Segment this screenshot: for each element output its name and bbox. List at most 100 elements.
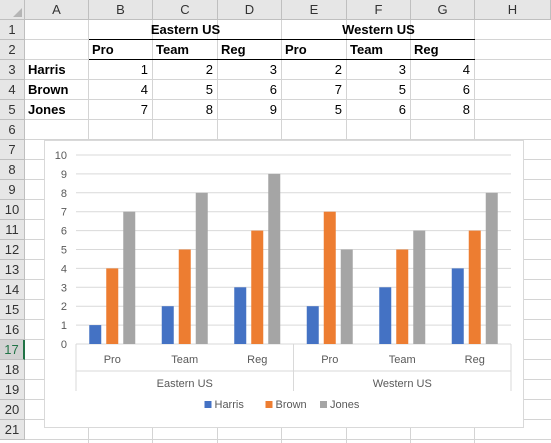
row-name-jones[interactable]: Jones [28, 102, 66, 117]
column-header-b[interactable]: B [89, 0, 153, 20]
y-tick-label: 8 [61, 188, 67, 200]
bar-jones-1 [123, 211, 136, 344]
legend-label-jones: Jones [330, 399, 360, 411]
row-header-5[interactable]: 5 [0, 100, 25, 120]
row-header-20[interactable]: 20 [0, 400, 25, 420]
group-header-eastern[interactable]: Eastern US [150, 22, 221, 37]
legend-swatch-brown [265, 401, 273, 408]
row-header-18[interactable]: 18 [0, 360, 25, 380]
data-cell[interactable]: 5 [334, 102, 342, 117]
x-category-label: Pro [321, 354, 338, 366]
data-cell[interactable]: 3 [269, 62, 277, 77]
group-header-underline [89, 39, 475, 40]
y-tick-label: 7 [61, 207, 67, 219]
data-cell[interactable]: 5 [398, 82, 406, 97]
column-header-e[interactable]: E [282, 0, 347, 20]
data-cell[interactable]: 6 [398, 102, 406, 117]
data-cell[interactable]: 9 [269, 102, 277, 117]
chart-area[interactable]: 0 1 2 3 4 5 6 7 8 9 10 Pro Team Reg Pro Team Reg Eastern … [44, 140, 524, 428]
bar-jones-3 [268, 173, 281, 344]
y-tick-label: 6 [61, 226, 67, 238]
x-category-label: Pro [104, 354, 121, 366]
data-cell[interactable]: 2 [205, 62, 213, 77]
row-header-15[interactable]: 15 [0, 300, 25, 320]
group-header-western[interactable]: Western US [342, 22, 415, 37]
row-header-12[interactable]: 12 [0, 240, 25, 260]
y-tick-label: 10 [55, 150, 67, 162]
column-header-d[interactable]: D [218, 0, 282, 20]
y-tick-label: 4 [61, 263, 67, 275]
sub-header-team[interactable]: Team [156, 42, 189, 57]
bar-jones-4 [340, 249, 353, 344]
bar-brown-1 [106, 268, 119, 344]
bar-harris-5 [379, 287, 392, 344]
row-gridline [25, 79, 551, 80]
sub-header-pro[interactable]: Pro [285, 42, 307, 57]
column-header-a[interactable]: A [25, 0, 89, 20]
row-header-16[interactable]: 16 [0, 320, 25, 340]
data-cell[interactable]: 5 [205, 82, 213, 97]
row-name-harris[interactable]: Harris [28, 62, 66, 77]
row-header-4[interactable]: 4 [0, 80, 25, 100]
x-category-label: Team [171, 354, 198, 366]
row-header-19[interactable]: 19 [0, 380, 25, 400]
select-all-corner[interactable] [0, 0, 25, 20]
row-gridline [25, 99, 551, 100]
data-cell[interactable]: 1 [140, 62, 148, 77]
row-header-13[interactable]: 13 [0, 260, 25, 280]
legend-label-brown: Brown [276, 399, 307, 411]
row-header-14[interactable]: 14 [0, 280, 25, 300]
legend-swatch-jones [320, 401, 327, 408]
bar-jones-5 [413, 230, 426, 344]
x-category-label: Team [389, 354, 416, 366]
row-header-7[interactable]: 7 [0, 140, 25, 160]
data-cell[interactable]: 6 [462, 82, 470, 97]
row-header-21[interactable]: 21 [0, 420, 25, 440]
row-header-3[interactable]: 3 [0, 60, 25, 80]
bar-harris-6 [451, 268, 464, 344]
legend-label-harris: Harris [215, 399, 245, 411]
x-group-label: Eastern US [157, 378, 213, 390]
sub-header-underline [89, 59, 475, 60]
row-gridline [25, 119, 551, 120]
row-header-8[interactable]: 8 [0, 160, 25, 180]
row-header-2[interactable]: 2 [0, 40, 25, 60]
data-cell[interactable]: 7 [334, 82, 342, 97]
bar-harris-1 [89, 325, 102, 344]
data-cell[interactable]: 2 [334, 62, 342, 77]
x-group-label: Western US [373, 378, 432, 390]
data-cell[interactable]: 8 [462, 102, 470, 117]
column-header-f[interactable]: F [347, 0, 411, 20]
y-tick-label: 1 [61, 320, 67, 332]
column-header-g[interactable]: G [411, 0, 475, 20]
row-header-1[interactable]: 1 [0, 20, 25, 40]
data-cell[interactable]: 3 [398, 62, 406, 77]
column-header-c[interactable]: C [153, 0, 218, 20]
bar-harris-4 [306, 306, 319, 344]
bar-harris-3 [234, 287, 247, 344]
bar-brown-2 [178, 249, 191, 344]
data-cell[interactable]: 8 [205, 102, 213, 117]
data-cell[interactable]: 7 [140, 102, 148, 117]
row-name-brown[interactable]: Brown [28, 82, 69, 97]
sub-header-reg[interactable]: Reg [414, 42, 439, 57]
sub-header-pro[interactable]: Pro [92, 42, 114, 57]
column-header-h[interactable]: H [475, 0, 551, 20]
sub-header-reg[interactable]: Reg [221, 42, 246, 57]
data-cell[interactable]: 4 [462, 62, 470, 77]
row-gridline [25, 439, 551, 440]
row-header-11[interactable]: 11 [0, 220, 25, 240]
bar-harris-2 [161, 306, 174, 344]
row-header-17[interactable]: 17 [0, 340, 25, 360]
data-cell[interactable]: 6 [269, 82, 277, 97]
row-header-10[interactable]: 10 [0, 200, 25, 220]
row-header-9[interactable]: 9 [0, 180, 25, 200]
sub-header-team[interactable]: Team [350, 42, 383, 57]
x-category-label: Reg [247, 354, 267, 366]
y-tick-label: 5 [61, 245, 67, 257]
legend-swatch-harris [204, 401, 212, 408]
y-tick-label: 9 [61, 169, 67, 181]
data-cell[interactable]: 4 [140, 82, 148, 97]
row-header-6[interactable]: 6 [0, 120, 25, 140]
clustered-column-chart[interactable]: 0 1 2 3 4 5 6 7 8 9 10 Pro Team Reg Pro Team Reg Eastern … [45, 141, 525, 429]
